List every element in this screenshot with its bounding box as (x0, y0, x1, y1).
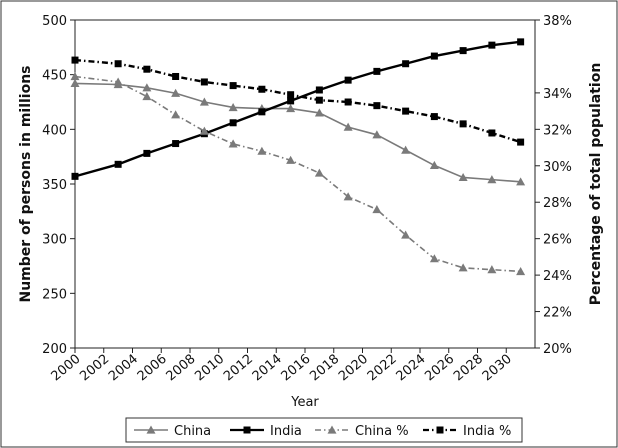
legend-marker-india (244, 427, 251, 434)
right-tick-label: 24% (543, 269, 572, 284)
right-tick-label: 28% (543, 196, 572, 211)
left-tick-label: 450 (42, 69, 67, 84)
data-point-india (345, 77, 352, 84)
data-point-india (373, 102, 380, 109)
legend-label-china: China (174, 424, 211, 439)
data-point-india (201, 78, 208, 85)
data-point-india (230, 119, 237, 126)
data-point-india (230, 82, 237, 89)
data-point-india (488, 42, 495, 49)
data-point-india (172, 73, 179, 80)
data-point-india (172, 140, 179, 147)
data-point-india (460, 47, 467, 54)
data-point-india (316, 97, 323, 104)
right-tick-label: 38% (543, 14, 572, 29)
left-tick-label: 500 (42, 14, 67, 29)
x-axis-title: Year (290, 395, 319, 410)
data-point-india (316, 86, 323, 93)
right-tick-label: 22% (543, 306, 572, 321)
data-point-india (287, 97, 294, 104)
data-point-india (431, 53, 438, 60)
left-tick-label: 350 (42, 178, 67, 193)
data-point-india (115, 60, 122, 67)
legend: China India China % India % (126, 418, 522, 442)
data-point-india (143, 150, 150, 157)
right-tick-label: 32% (543, 123, 572, 138)
left-tick-label: 400 (42, 123, 67, 138)
legend-label-india: India (270, 424, 302, 439)
right-tick-label: 34% (543, 87, 572, 102)
data-point-india (258, 108, 265, 115)
data-point-india (402, 60, 409, 67)
data-point-india (460, 120, 467, 127)
legend-marker-india (437, 427, 444, 434)
data-point-india (517, 139, 524, 146)
y-axis-title-left: Number of persons in millions (18, 65, 34, 302)
data-point-india (431, 113, 438, 120)
left-tick-label: 250 (42, 287, 67, 302)
data-point-india (287, 91, 294, 98)
data-point-india (258, 86, 265, 93)
data-point-india (402, 108, 409, 115)
y-axis-title-right: Percentage of total population (588, 63, 604, 306)
data-point-india (373, 68, 380, 75)
data-point-india (72, 57, 79, 64)
right-tick-label: 26% (543, 233, 572, 248)
data-point-india (143, 66, 150, 73)
data-point-india (72, 173, 79, 180)
right-tick-label: 20% (543, 342, 572, 357)
data-point-india (517, 38, 524, 45)
legend-label-china: China % (355, 424, 409, 439)
left-tick-label: 300 (42, 233, 67, 248)
right-tick-label: 30% (543, 160, 572, 175)
data-point-india (345, 99, 352, 106)
left-tick-label: 200 (42, 342, 67, 357)
legend-label-india: India % (463, 424, 511, 439)
data-point-india (115, 161, 122, 168)
data-point-india (488, 129, 495, 136)
